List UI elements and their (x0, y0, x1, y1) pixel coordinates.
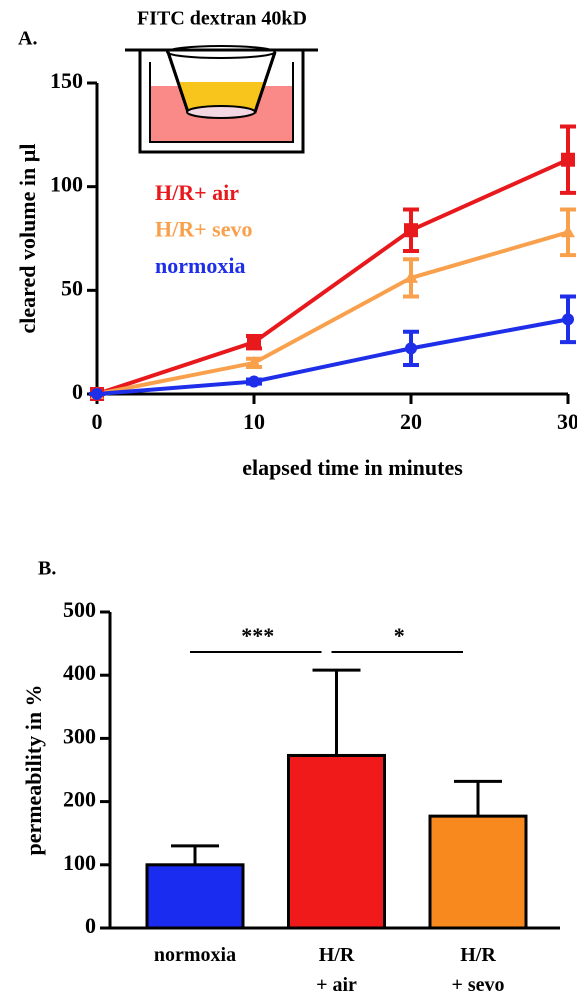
marker (561, 225, 575, 238)
x-tick-label: 0 (92, 409, 103, 434)
y-tick-label: 100 (50, 172, 83, 197)
marker (404, 270, 418, 283)
bar (428, 814, 528, 930)
y-tick-label: 400 (63, 660, 96, 685)
bar (145, 863, 245, 930)
series-line (96, 157, 569, 396)
x-axis-title: elapsed time in minutes (242, 455, 463, 480)
error-bar (454, 779, 502, 817)
x-tick-label: 10 (243, 409, 265, 434)
y-tick-label: 500 (63, 597, 96, 622)
panel-label: A. (18, 28, 37, 50)
significance-label: * (394, 623, 405, 648)
y-axis-title: permeability in % (21, 684, 46, 855)
legend-label: H/R+ sevo (155, 217, 252, 242)
transwell-inset (125, 45, 318, 154)
x-tick-label: normoxia (153, 944, 237, 966)
series-line (96, 317, 569, 396)
bar (287, 753, 386, 930)
x-tick-label: 30 (557, 409, 577, 434)
panel-label: B. (38, 558, 56, 580)
series-line (96, 230, 569, 396)
y-tick-label: 0 (85, 913, 96, 938)
marker (91, 388, 103, 400)
marker (404, 223, 418, 238)
x-tick-label: H/R + air (316, 944, 357, 996)
marker (247, 335, 261, 350)
marker (405, 342, 417, 355)
legend-label: H/R+ air (155, 180, 239, 205)
error-bar (312, 668, 361, 756)
y-tick-label: 50 (61, 275, 83, 300)
x-tick-label: H/R + sevo (451, 944, 505, 996)
legend-label: normoxia (155, 253, 245, 278)
marker (562, 313, 574, 326)
y-tick-label: 200 (63, 787, 96, 812)
y-axis-title: cleared volume in µl (15, 143, 40, 333)
significance-label: *** (241, 623, 274, 648)
marker (561, 152, 575, 167)
x-tick-label: 20 (400, 409, 422, 434)
marker (247, 355, 261, 368)
marker (248, 375, 260, 388)
y-tick-label: 0 (72, 379, 83, 404)
error-bar (171, 844, 219, 865)
y-tick-label: 150 (50, 68, 83, 93)
y-tick-label: 300 (63, 723, 96, 748)
inset-title: FITC dextran 40kD (137, 8, 307, 30)
y-tick-label: 100 (63, 850, 96, 875)
